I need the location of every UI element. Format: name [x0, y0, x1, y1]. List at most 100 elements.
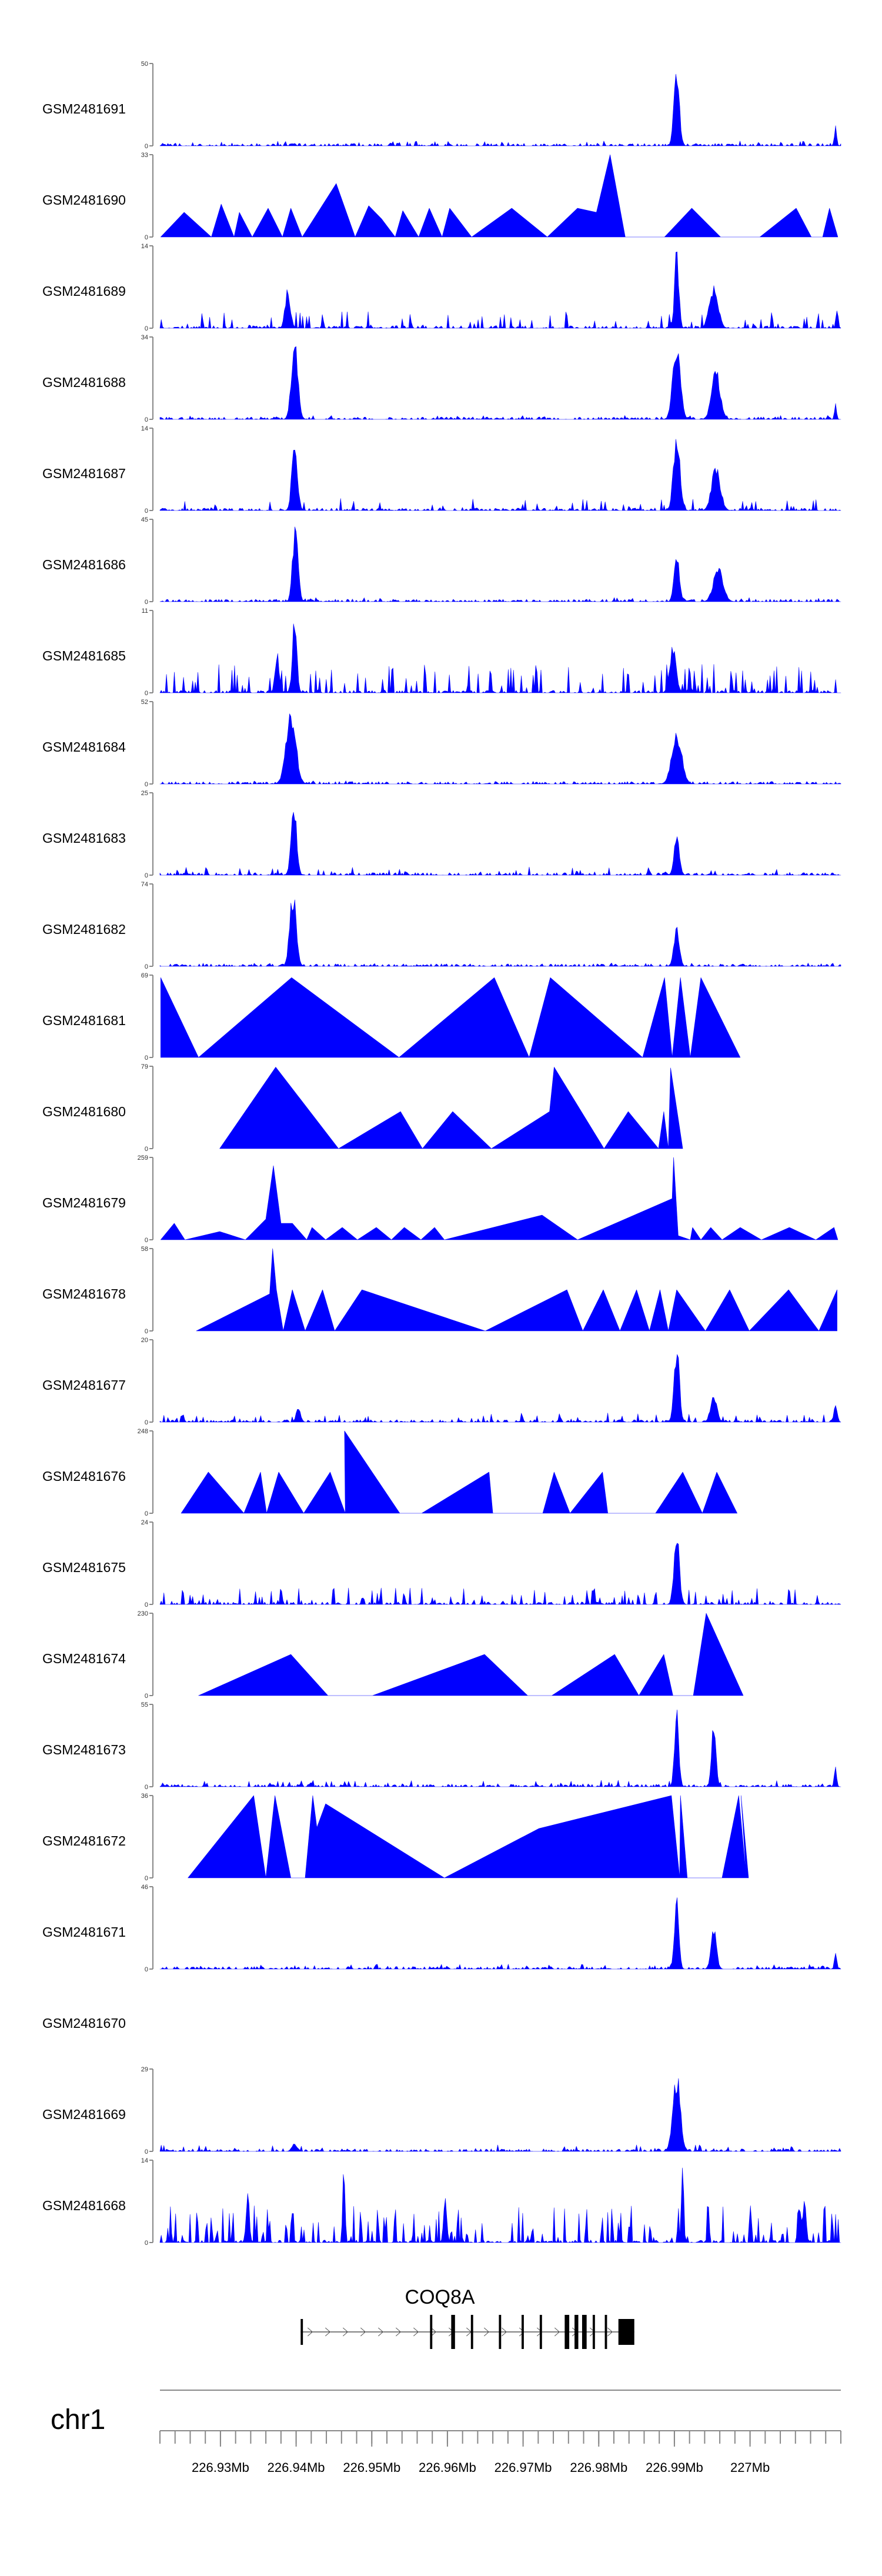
- axis-tick-label: 227Mb: [730, 2460, 770, 2475]
- track-label: GSM2481687: [42, 466, 126, 481]
- y-axis-zero-label: 0: [145, 1055, 148, 1062]
- track-label: GSM2481689: [42, 283, 126, 299]
- y-axis-max-label: 36: [141, 1793, 148, 1800]
- signal-area: [219, 1067, 683, 1149]
- track-GSM2481686: GSM2481686 45 0: [42, 516, 841, 606]
- signal-area: [159, 812, 841, 876]
- strand-arrow-icon: [377, 2327, 384, 2337]
- y-axis-max-label: 20: [141, 1337, 148, 1344]
- y-axis-max-label: 25: [141, 790, 148, 797]
- strand-arrow-icon: [307, 2327, 313, 2337]
- y-axis-zero-label: 0: [145, 234, 148, 241]
- y-axis-max-label: 45: [141, 516, 148, 523]
- track-GSM2481678: GSM2481678 58 0: [42, 1246, 837, 1335]
- exon: [618, 2319, 634, 2345]
- track-label: GSM2481688: [42, 375, 126, 390]
- y-axis-zero-label: 0: [145, 599, 148, 606]
- signal-area: [159, 1897, 841, 1970]
- y-axis-max-label: 52: [141, 699, 148, 706]
- track-GSM2481688: GSM2481688 34 0: [42, 334, 841, 423]
- signal-area: [159, 623, 841, 693]
- track-GSM2481681: GSM2481681 69 0: [42, 972, 741, 1062]
- exon: [300, 2319, 303, 2345]
- y-axis-zero-label: 0: [145, 416, 148, 423]
- y-axis-max-label: 74: [141, 881, 148, 888]
- y-axis-max-label: 58: [141, 1246, 148, 1253]
- strand-arrow-icon: [554, 2327, 560, 2337]
- y-axis-max-label: 24: [141, 1519, 148, 1526]
- track-label: GSM2481691: [42, 101, 126, 116]
- gene-label: COQ8A: [405, 2286, 475, 2308]
- track-GSM2481670: GSM2481670: [42, 2016, 126, 2031]
- track-GSM2481674: GSM2481674 230 0: [42, 1610, 744, 1700]
- track-label: GSM2481672: [42, 1833, 126, 1848]
- y-axis-zero-label: 0: [145, 1510, 148, 1517]
- track-label: GSM2481690: [42, 192, 126, 208]
- signal-area: [159, 526, 841, 602]
- track-label: GSM2481685: [42, 648, 126, 663]
- y-axis-zero-label: 0: [145, 1875, 148, 1882]
- track-GSM2481677: GSM2481677 20 0: [42, 1337, 841, 1426]
- signal-area: [198, 1613, 744, 1696]
- chromosome-label: chr1: [51, 2404, 105, 2435]
- track-label: GSM2481676: [42, 1469, 126, 1484]
- axis-tick-label: 226.94Mb: [268, 2460, 325, 2475]
- track-label: GSM2481675: [42, 1560, 126, 1575]
- y-axis-zero-label: 0: [145, 1419, 148, 1426]
- exon: [499, 2315, 502, 2349]
- track-label: GSM2481684: [42, 739, 126, 755]
- track-GSM2481691: GSM2481691 50 0: [42, 61, 841, 150]
- track-label: GSM2481668: [42, 2198, 126, 2213]
- strand-arrow-icon: [501, 2327, 507, 2337]
- track-label: GSM2481671: [42, 1924, 126, 1940]
- y-axis-zero-label: 0: [145, 325, 148, 332]
- y-axis-max-label: 14: [141, 2157, 148, 2164]
- y-axis-max-label: 46: [141, 1884, 148, 1891]
- track-GSM2481671: GSM2481671 46 0: [42, 1884, 841, 1973]
- track-label: GSM2481670: [42, 2016, 126, 2031]
- signal-area: [181, 1430, 737, 1514]
- strand-arrow-icon: [342, 2327, 349, 2337]
- track-GSM2481683: GSM2481683 25 0: [42, 790, 841, 879]
- y-axis-zero-label: 0: [145, 781, 148, 788]
- strand-arrow-icon: [325, 2327, 331, 2337]
- y-axis-max-label: 34: [141, 334, 148, 341]
- axis-tick-label: 226.97Mb: [495, 2460, 552, 2475]
- track-label: GSM2481674: [42, 1651, 126, 1666]
- exon: [451, 2315, 455, 2349]
- y-axis-max-label: 55: [141, 1701, 148, 1709]
- strand-arrow-icon: [360, 2327, 366, 2337]
- track-GSM2481687: GSM2481687 14 0: [42, 425, 841, 515]
- track-GSM2481684: GSM2481684 52 0: [42, 699, 841, 788]
- signal-area: [161, 1157, 838, 1240]
- signal-area: [159, 713, 841, 785]
- strand-arrow-icon: [607, 2327, 613, 2337]
- signal-area: [159, 2078, 841, 2152]
- y-axis-max-label: 33: [141, 152, 148, 159]
- data-tracks: GSM2481691500GSM2481690330GSM2481689140G…: [42, 61, 841, 2247]
- signal-area: [196, 1248, 837, 1332]
- track-label: GSM2481677: [42, 1377, 126, 1393]
- exon: [582, 2315, 587, 2349]
- y-axis-max-label: 50: [141, 61, 148, 68]
- gene-track: COQ8A: [300, 2286, 634, 2349]
- y-axis-zero-label: 0: [145, 2240, 148, 2247]
- signal-area: [159, 2167, 841, 2243]
- strand-arrow-icon: [519, 2327, 525, 2337]
- signal-area: [161, 154, 838, 238]
- y-axis-max-label: 29: [141, 2066, 148, 2073]
- signal-area: [159, 1543, 841, 1605]
- signal-area: [159, 346, 841, 420]
- track-label: GSM2481678: [42, 1286, 126, 1302]
- strand-arrow-icon: [413, 2327, 419, 2337]
- y-axis-max-label: 230: [138, 1610, 148, 1617]
- track-GSM2481685: GSM2481685 11 0: [42, 608, 841, 697]
- track-GSM2481673: GSM2481673 55 0: [42, 1701, 841, 1791]
- track-GSM2481690: GSM2481690 33 0: [42, 152, 838, 241]
- y-axis-zero-label: 0: [145, 690, 148, 697]
- signal-area: [159, 1709, 841, 1787]
- y-axis-zero-label: 0: [145, 872, 148, 879]
- y-axis-max-label: 69: [141, 972, 148, 979]
- axis-tick-label: 226.95Mb: [343, 2460, 400, 2475]
- y-axis-max-label: 248: [138, 1428, 148, 1435]
